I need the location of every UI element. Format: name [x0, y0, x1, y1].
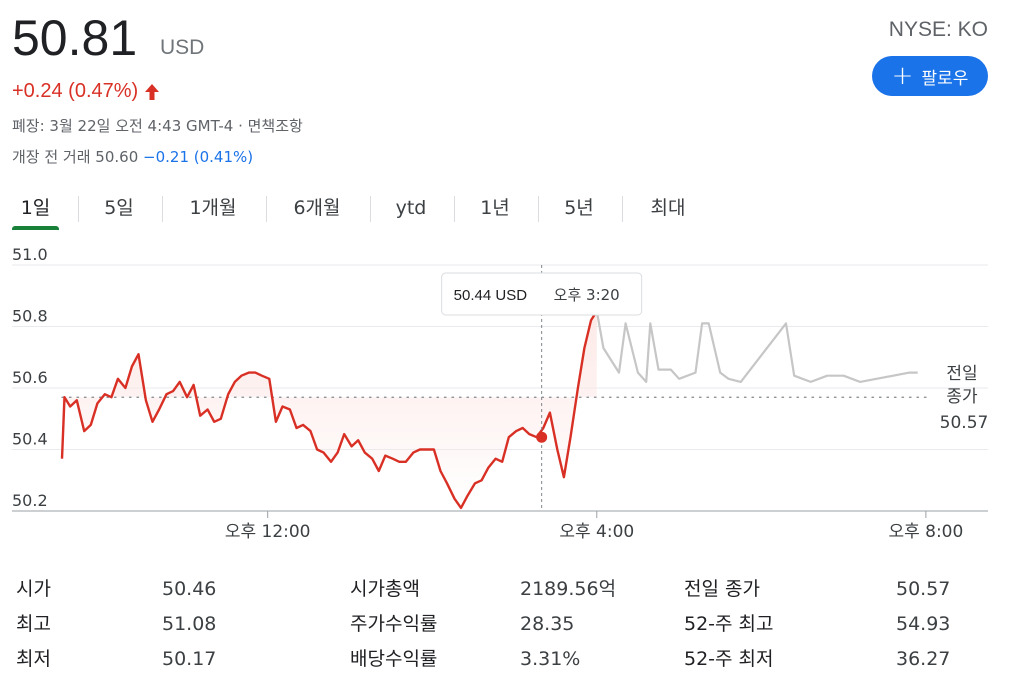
stat-value-open: 50.46: [162, 578, 217, 600]
arrow-up-icon: [145, 83, 160, 100]
x-tick-label: 오후 4:00: [559, 522, 634, 542]
stat-label-high: 최고: [16, 613, 51, 635]
tab-divider: [78, 196, 79, 222]
stat-label-pe-ratio: 주가수익률: [350, 613, 438, 635]
y-tick-label: 50.8: [12, 307, 48, 326]
x-tick-label: 오후 12:00: [225, 522, 311, 542]
stat-label-low: 최저: [16, 648, 51, 670]
current-price: 50.81: [12, 10, 138, 66]
stat-value-low: 50.17: [162, 648, 217, 670]
stat-value-52w-high: 54.93: [896, 613, 951, 635]
previous-close-label-line1: 전일: [946, 364, 977, 384]
follow-button[interactable]: + 팔로우: [872, 56, 988, 96]
price-change: +0.24 (0.47%): [12, 80, 160, 103]
stat-value-prev-close: 50.57: [896, 578, 951, 600]
after-hours-line: [595, 310, 918, 383]
stat-label-dividend-yield: 배당수익률: [350, 648, 438, 670]
stat-value-dividend-yield: 3.31%: [520, 648, 581, 670]
price-change-value: +0.24 (0.47%): [12, 80, 139, 102]
stat-label-52w-low: 52-주 최저: [684, 648, 774, 670]
tooltip-time: 오후 3:20: [554, 286, 620, 304]
stat-value-high: 51.08: [162, 613, 217, 635]
active-tab-indicator: [12, 226, 59, 230]
price-area-fill: [62, 311, 597, 508]
y-tick-label: 51.0: [12, 248, 48, 264]
tab-divider: [454, 196, 455, 222]
stat-value-pe-ratio: 28.35: [520, 613, 575, 635]
stat-value-market-cap: 2189.56억: [520, 578, 617, 600]
tab-max[interactable]: 최대: [650, 197, 686, 219]
premarket-info: 개장 전 거래 50.60 −0.21 (0.41%): [12, 146, 253, 167]
premarket-change: −0.21 (0.41%): [143, 148, 254, 166]
stat-value-52w-low: 36.27: [896, 648, 951, 670]
price-chart[interactable]: 51.0 50.8 50.6 50.4 50.2 오후 12:00 오후 4:00 오후 8:…: [0, 248, 1012, 548]
tab-5y[interactable]: 5년: [564, 197, 594, 219]
tab-divider: [162, 196, 163, 222]
currency-label: USD: [160, 36, 205, 59]
stat-label-market-cap: 시가총액: [350, 578, 420, 600]
tooltip-box: [441, 272, 643, 316]
previous-close-value: 50.57: [940, 413, 989, 433]
tab-1y[interactable]: 1년: [480, 197, 510, 219]
plus-icon: +: [891, 61, 914, 91]
stat-label-52w-high: 52-주 최고: [684, 613, 774, 635]
market-closed-info: 폐장: 3월 22일 오전 4:43 GMT-4 · 면책조항: [12, 117, 303, 135]
y-tick-label: 50.4: [12, 430, 48, 449]
premarket-label: 개장 전 거래 50.60: [12, 148, 139, 166]
stat-label-prev-close: 전일 종가: [684, 578, 760, 600]
tab-6m[interactable]: 6개월: [293, 197, 341, 219]
tab-5d[interactable]: 5일: [104, 197, 134, 219]
y-tick-label: 50.6: [12, 368, 48, 387]
tab-divider: [266, 196, 267, 222]
follow-button-label: 팔로우: [921, 68, 969, 89]
previous-close-label-line2: 종가: [946, 387, 978, 407]
tab-ytd[interactable]: ytd: [395, 197, 427, 219]
range-tabs: 1일 5일 1개월 6개월 ytd 1년 5년 최대: [0, 188, 720, 232]
tab-divider: [538, 196, 539, 222]
tab-divider: [370, 196, 371, 222]
ticker-symbol: NYSE: KO: [888, 18, 988, 41]
y-tick-label: 50.2: [12, 491, 48, 510]
tab-1m[interactable]: 1개월: [189, 197, 237, 219]
tab-divider: [622, 196, 623, 222]
regular-session-line: [60, 310, 598, 510]
hover-point: [536, 431, 548, 443]
stat-label-open: 시가: [16, 578, 51, 600]
tooltip-price: 50.44 USD: [454, 287, 528, 304]
x-tick-label: 오후 8:00: [888, 522, 963, 542]
tab-1d[interactable]: 1일: [20, 197, 51, 219]
